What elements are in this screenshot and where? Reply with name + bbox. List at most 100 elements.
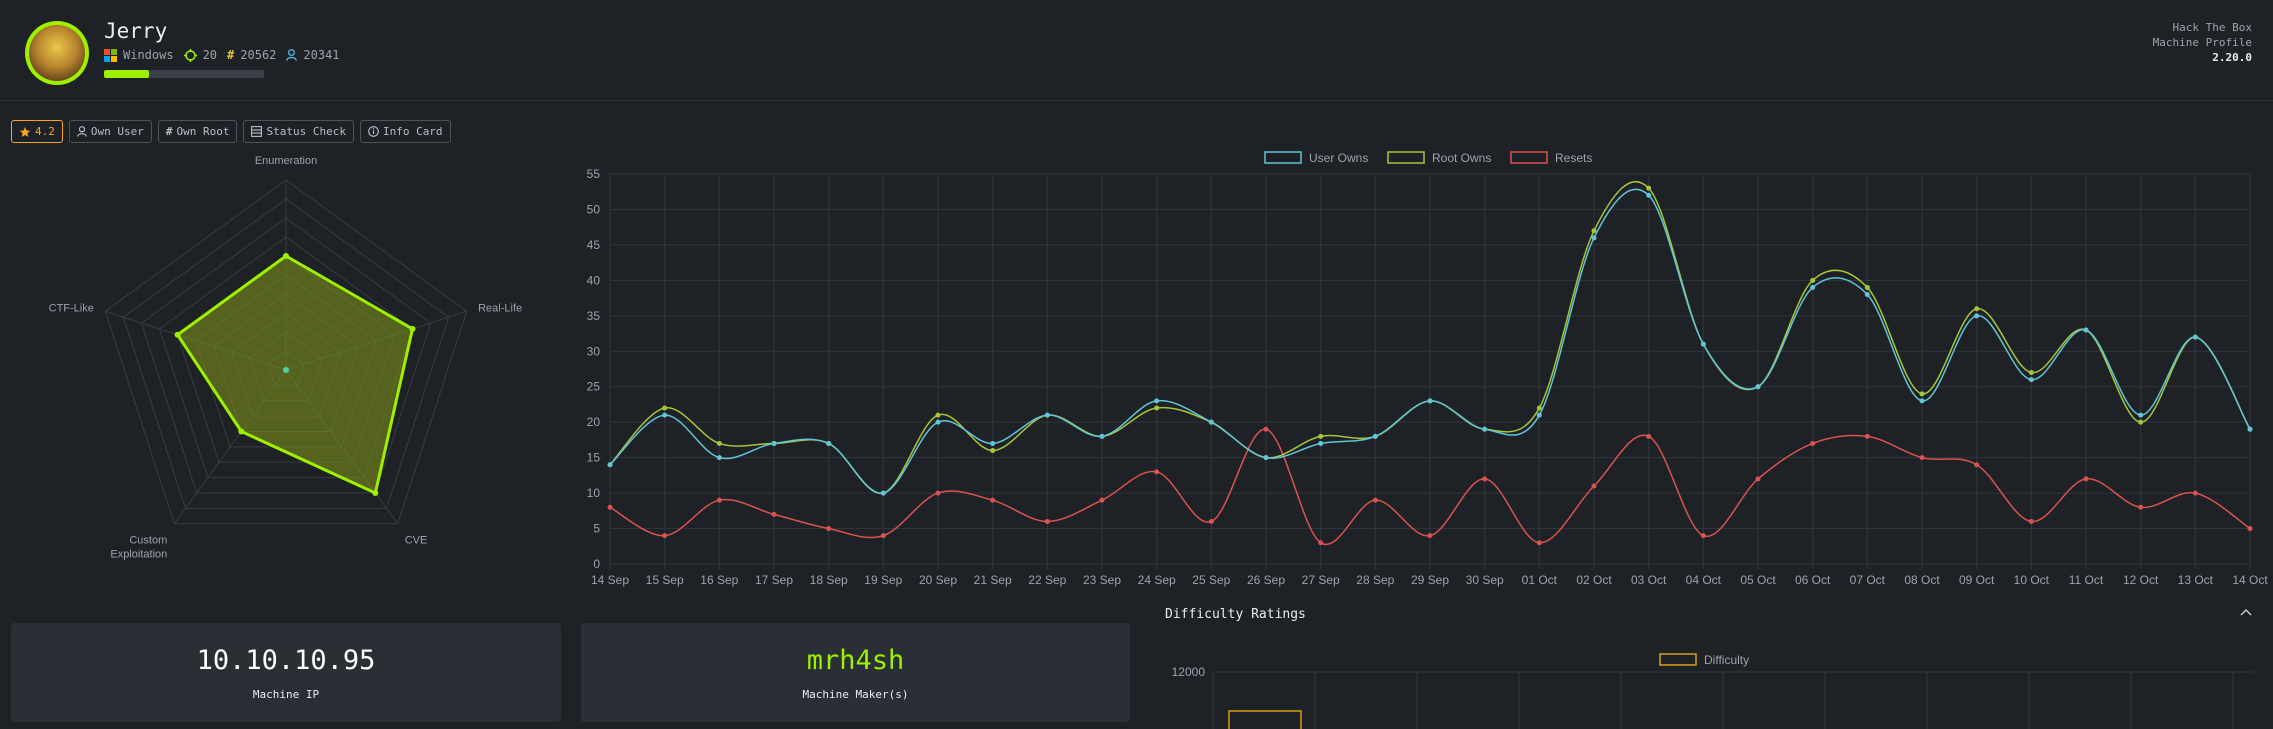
star-icon bbox=[19, 126, 31, 137]
x-tick-label: 24 Sep bbox=[1138, 573, 1176, 587]
user-icon bbox=[77, 126, 87, 137]
data-point bbox=[1044, 518, 1050, 524]
x-tick-label: 01 Oct bbox=[1522, 573, 1558, 587]
radar-point bbox=[238, 428, 245, 435]
legend-swatch bbox=[1387, 151, 1425, 164]
data-point bbox=[1591, 483, 1597, 489]
machine-avatar bbox=[25, 21, 89, 85]
radar-area bbox=[175, 254, 415, 496]
data-point bbox=[1154, 398, 1160, 404]
data-point bbox=[2138, 412, 2144, 418]
data-point bbox=[1591, 228, 1597, 234]
radar-axis-label-line: CTF-Like bbox=[49, 303, 94, 315]
data-point bbox=[1154, 405, 1160, 411]
x-tick-label: 26 Sep bbox=[1247, 573, 1285, 587]
x-tick-label: 29 Sep bbox=[1411, 573, 1449, 587]
radar-point bbox=[372, 489, 379, 496]
data-point bbox=[826, 526, 832, 532]
data-point bbox=[716, 455, 722, 461]
action-toolbar: 4.2 Own User # Own Root Status Check Inf… bbox=[11, 120, 451, 143]
hash-icon: # bbox=[227, 48, 235, 62]
data-point bbox=[607, 462, 613, 468]
chevron-up-icon[interactable] bbox=[2238, 604, 2254, 620]
x-tick-label: 10 Oct bbox=[2014, 573, 2050, 587]
data-point bbox=[1536, 540, 1542, 546]
radar-axis-label-line: Enumeration bbox=[255, 155, 317, 167]
x-tick-label: 15 Sep bbox=[646, 573, 684, 587]
data-point bbox=[826, 440, 832, 446]
y-tick-label: 50 bbox=[587, 202, 601, 216]
radar-axis-label: CTF-Like bbox=[49, 303, 94, 315]
series-line-root-owns bbox=[609, 181, 2251, 494]
progress-bar bbox=[104, 70, 264, 78]
user-icon bbox=[286, 49, 298, 61]
data-point bbox=[1919, 455, 1925, 461]
data-point bbox=[1099, 497, 1105, 503]
radar-axis-label-line: CVE bbox=[405, 534, 428, 546]
legend-label: User Owns bbox=[1309, 151, 1368, 165]
data-point bbox=[1919, 391, 1925, 397]
data-point bbox=[2138, 419, 2144, 425]
data-point bbox=[1318, 440, 1324, 446]
legend-swatch bbox=[1659, 653, 1697, 666]
data-point bbox=[1372, 497, 1378, 503]
y-tick-label: 5 bbox=[593, 522, 600, 536]
data-point bbox=[1755, 384, 1761, 390]
difficulty-bar-chart: Difficulty 12000 bbox=[1172, 653, 2253, 729]
y-tick-label: 40 bbox=[587, 273, 601, 287]
radar-point bbox=[283, 253, 289, 259]
data-point bbox=[771, 440, 777, 446]
data-point bbox=[1974, 313, 1980, 319]
x-tick-label: 13 Oct bbox=[2178, 573, 2214, 587]
info-card-button[interactable]: Info Card bbox=[359, 120, 451, 143]
info-icon bbox=[368, 126, 379, 137]
machine-ip-card: 10.10.10.95 Machine IP bbox=[11, 623, 561, 722]
own-user-button[interactable]: Own User bbox=[68, 120, 152, 143]
data-point bbox=[1263, 455, 1269, 461]
brand-subtitle: Machine Profile bbox=[2152, 36, 2252, 49]
status-check-button[interactable]: Status Check bbox=[243, 120, 354, 143]
x-tick-label: 25 Sep bbox=[1192, 573, 1230, 587]
brand: Hack The Box Machine Profile 2.20.0 bbox=[2153, 20, 2252, 65]
data-point bbox=[1974, 462, 1980, 468]
data-point bbox=[1536, 405, 1542, 411]
data-point bbox=[1372, 433, 1378, 439]
x-tick-label: 05 Oct bbox=[1740, 573, 1776, 587]
x-tick-label: 02 Oct bbox=[1576, 573, 1612, 587]
legend-label: Difficulty bbox=[1704, 653, 1749, 667]
data-point bbox=[1700, 341, 1706, 347]
legend-label: Root Owns bbox=[1432, 151, 1491, 165]
radar-axis-label-line: Exploitation bbox=[110, 548, 167, 560]
data-point bbox=[716, 440, 722, 446]
radar-grid-ring bbox=[158, 236, 414, 479]
data-point bbox=[1208, 419, 1214, 425]
difficulty-bar bbox=[1228, 710, 1302, 729]
info-card-label: Info Card bbox=[382, 125, 443, 138]
data-point bbox=[1646, 433, 1652, 439]
radar-axis-label: Enumeration bbox=[255, 155, 317, 167]
own-root-button[interactable]: # Own Root bbox=[157, 120, 238, 143]
x-tick-label: 03 Oct bbox=[1631, 573, 1667, 587]
x-tick-label: 09 Oct bbox=[1959, 573, 1995, 587]
y-tick-label: 15 bbox=[587, 451, 601, 465]
data-point bbox=[2192, 334, 2198, 340]
rating-button[interactable]: 4.2 bbox=[11, 120, 63, 143]
machine-name: Jerry bbox=[104, 19, 168, 43]
server-icon bbox=[251, 126, 263, 137]
data-point bbox=[2083, 327, 2089, 333]
data-point bbox=[1919, 398, 1925, 404]
data-point bbox=[1646, 192, 1652, 198]
y-tick-label: 30 bbox=[587, 344, 601, 358]
x-tick-label: 20 Sep bbox=[919, 573, 957, 587]
data-point bbox=[1810, 440, 1816, 446]
data-point bbox=[1154, 469, 1160, 475]
x-tick-label: 07 Oct bbox=[1850, 573, 1886, 587]
data-point bbox=[1482, 426, 1488, 432]
data-point bbox=[1318, 433, 1324, 439]
series-line-user-owns bbox=[609, 188, 2251, 494]
data-point bbox=[1427, 398, 1433, 404]
data-point bbox=[2028, 377, 2034, 383]
data-point bbox=[2247, 426, 2253, 432]
owns-line-chart: 0 5 10 15 20 25 30 35 40 45 50 55 14 Sep 15 Sep 16 Sep… bbox=[587, 151, 2269, 587]
data-point bbox=[771, 511, 777, 517]
